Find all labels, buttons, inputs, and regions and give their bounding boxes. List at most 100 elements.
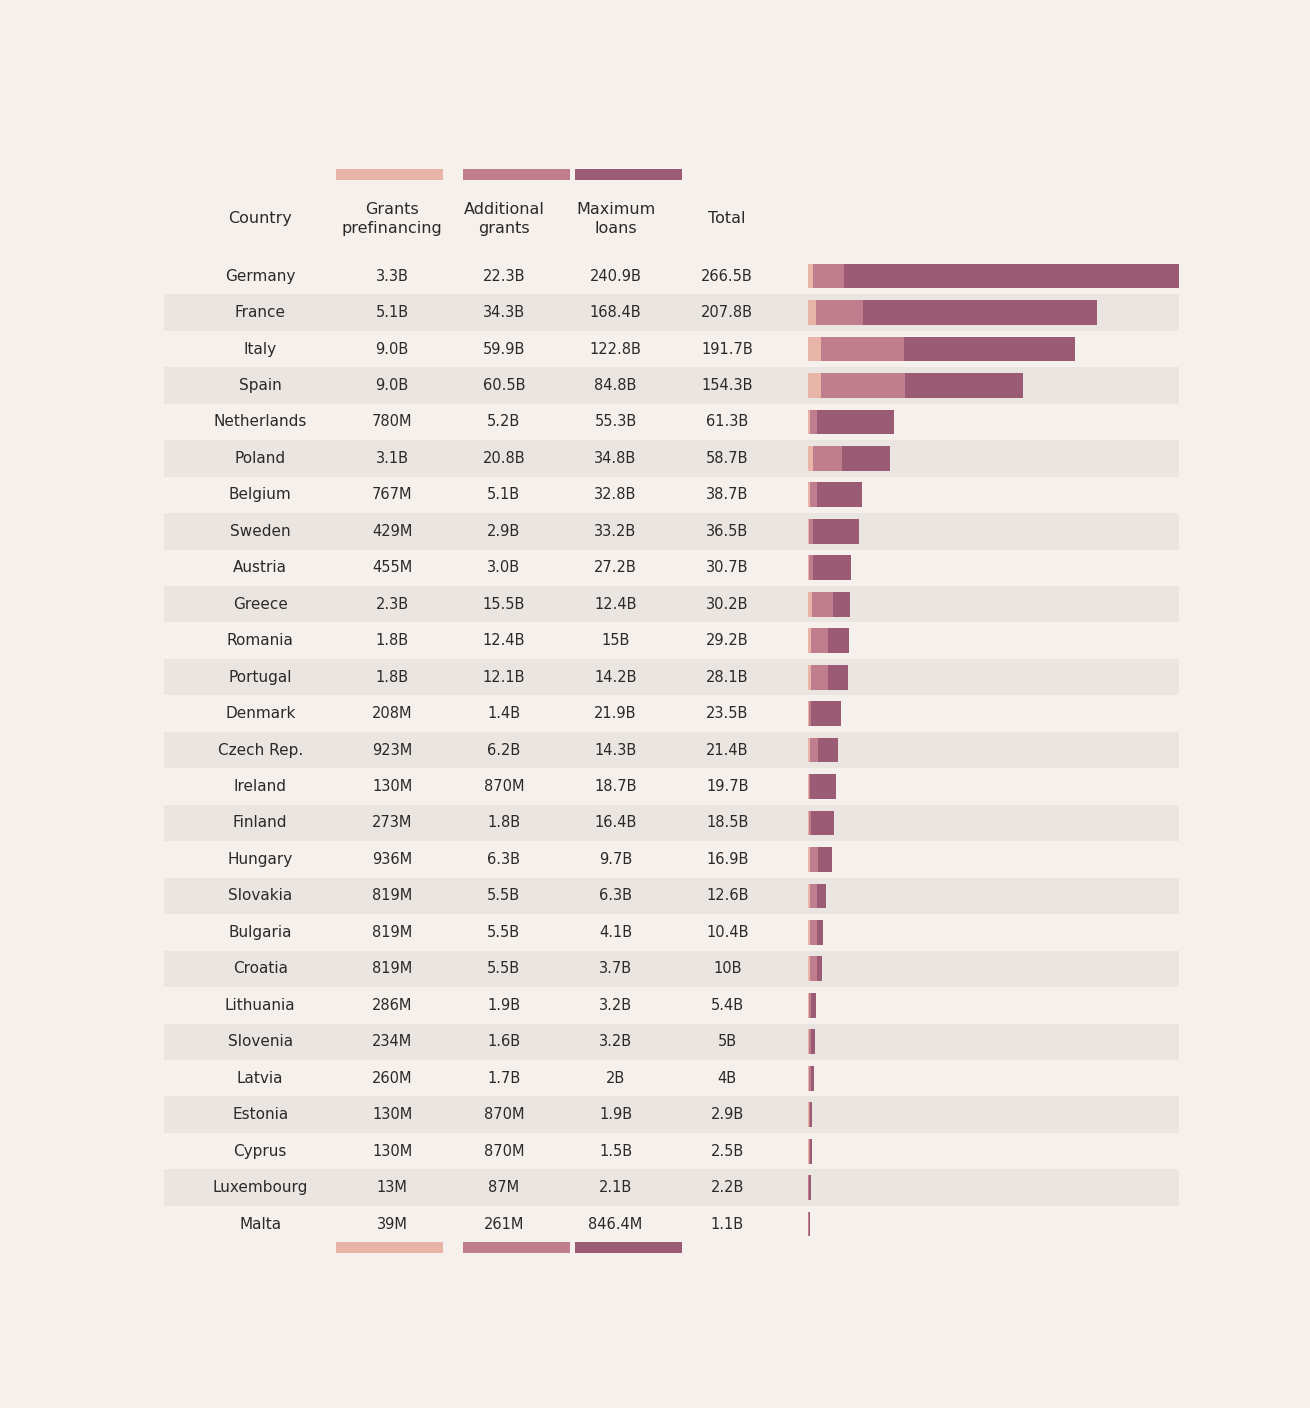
Text: Cyprus: Cyprus [233,1143,287,1159]
Bar [808,665,811,690]
Text: 1.5B: 1.5B [599,1143,633,1159]
Text: 1.9B: 1.9B [599,1107,633,1122]
Text: 260M: 260M [372,1070,413,1086]
Bar [817,956,823,981]
Bar [811,665,828,690]
Text: 10B: 10B [713,962,741,976]
Text: 29.2B: 29.2B [706,634,748,648]
Bar [164,441,1179,477]
Bar [812,446,841,470]
Bar [164,1170,1179,1205]
Bar [164,367,1179,404]
Bar [863,300,1098,325]
Bar [164,1205,1179,1242]
Text: Romania: Romania [227,634,293,648]
Text: 207.8B: 207.8B [701,306,753,320]
Bar [814,520,859,543]
Text: 30.2B: 30.2B [706,597,748,611]
Bar [337,169,443,180]
Bar [164,258,1179,294]
Bar [164,1097,1179,1133]
Text: 5.5B: 5.5B [487,925,520,941]
Text: 16.9B: 16.9B [706,852,748,867]
Bar [575,169,681,180]
Text: Bulgaria: Bulgaria [228,925,292,941]
Text: Poland: Poland [234,451,286,466]
Text: 27.2B: 27.2B [595,560,637,576]
Text: 286M: 286M [372,998,413,1012]
Text: 3.2B: 3.2B [599,998,633,1012]
Bar [811,628,828,653]
Text: 819M: 819M [372,962,413,976]
Text: 4B: 4B [718,1070,736,1086]
Bar [816,300,863,325]
Bar [337,1242,443,1253]
Bar [905,373,1023,398]
Text: 61.3B: 61.3B [706,414,748,429]
Text: 819M: 819M [372,888,413,904]
Text: 5.1B: 5.1B [487,487,520,503]
Text: 36.5B: 36.5B [706,524,748,539]
Text: Finland: Finland [233,815,287,831]
Bar [464,169,570,180]
Text: 2.3B: 2.3B [376,597,409,611]
Bar [816,410,893,434]
Text: 12.4B: 12.4B [482,634,525,648]
Text: 19.7B: 19.7B [706,779,748,794]
Text: Total: Total [709,211,745,227]
Bar [810,520,814,543]
Bar [808,446,812,470]
Text: 59.9B: 59.9B [482,342,525,356]
Text: 6.3B: 6.3B [599,888,631,904]
Text: Country: Country [228,211,292,227]
Text: 1.8B: 1.8B [487,815,520,831]
Text: 87M: 87M [489,1180,520,1195]
Bar [821,373,905,398]
Text: 5.4B: 5.4B [710,998,744,1012]
Text: 34.3B: 34.3B [483,306,525,320]
Bar [164,950,1179,987]
Bar [810,883,817,908]
Bar [819,848,832,872]
Text: 2.5B: 2.5B [710,1143,744,1159]
Bar [810,1102,812,1126]
Text: 5B: 5B [718,1035,736,1049]
Bar [904,337,1076,362]
Text: France: France [234,306,286,320]
Text: 12.1B: 12.1B [482,670,525,684]
Text: Slovenia: Slovenia [228,1035,292,1049]
Bar [808,1176,811,1200]
Bar [810,774,836,798]
Text: 3.3B: 3.3B [376,269,409,283]
Text: 6.3B: 6.3B [487,852,520,867]
Bar [810,483,816,507]
Text: 3.0B: 3.0B [487,560,520,576]
Bar [464,1242,570,1253]
Bar [808,591,812,617]
Bar [164,549,1179,586]
Text: 870M: 870M [483,779,524,794]
Text: 2.9B: 2.9B [710,1107,744,1122]
Text: 21.9B: 21.9B [595,705,637,721]
Text: Netherlands: Netherlands [214,414,307,429]
Bar [164,404,1179,441]
Text: Czech Rep.: Czech Rep. [217,742,303,758]
Text: 34.8B: 34.8B [595,451,637,466]
Text: Estonia: Estonia [232,1107,288,1122]
Bar [164,732,1179,769]
Bar [808,263,814,289]
Text: Denmark: Denmark [225,705,295,721]
Bar [817,883,827,908]
Text: 429M: 429M [372,524,413,539]
Text: Spain: Spain [238,377,282,393]
Bar [164,331,1179,367]
Text: 3.1B: 3.1B [376,451,409,466]
Text: Portugal: Portugal [228,670,292,684]
Text: Lithuania: Lithuania [225,998,296,1012]
Text: Slovakia: Slovakia [228,888,292,904]
Bar [810,919,817,945]
Text: 1.1B: 1.1B [710,1217,744,1232]
Text: Luxembourg: Luxembourg [212,1180,308,1195]
Bar [814,263,844,289]
Bar [811,811,834,835]
